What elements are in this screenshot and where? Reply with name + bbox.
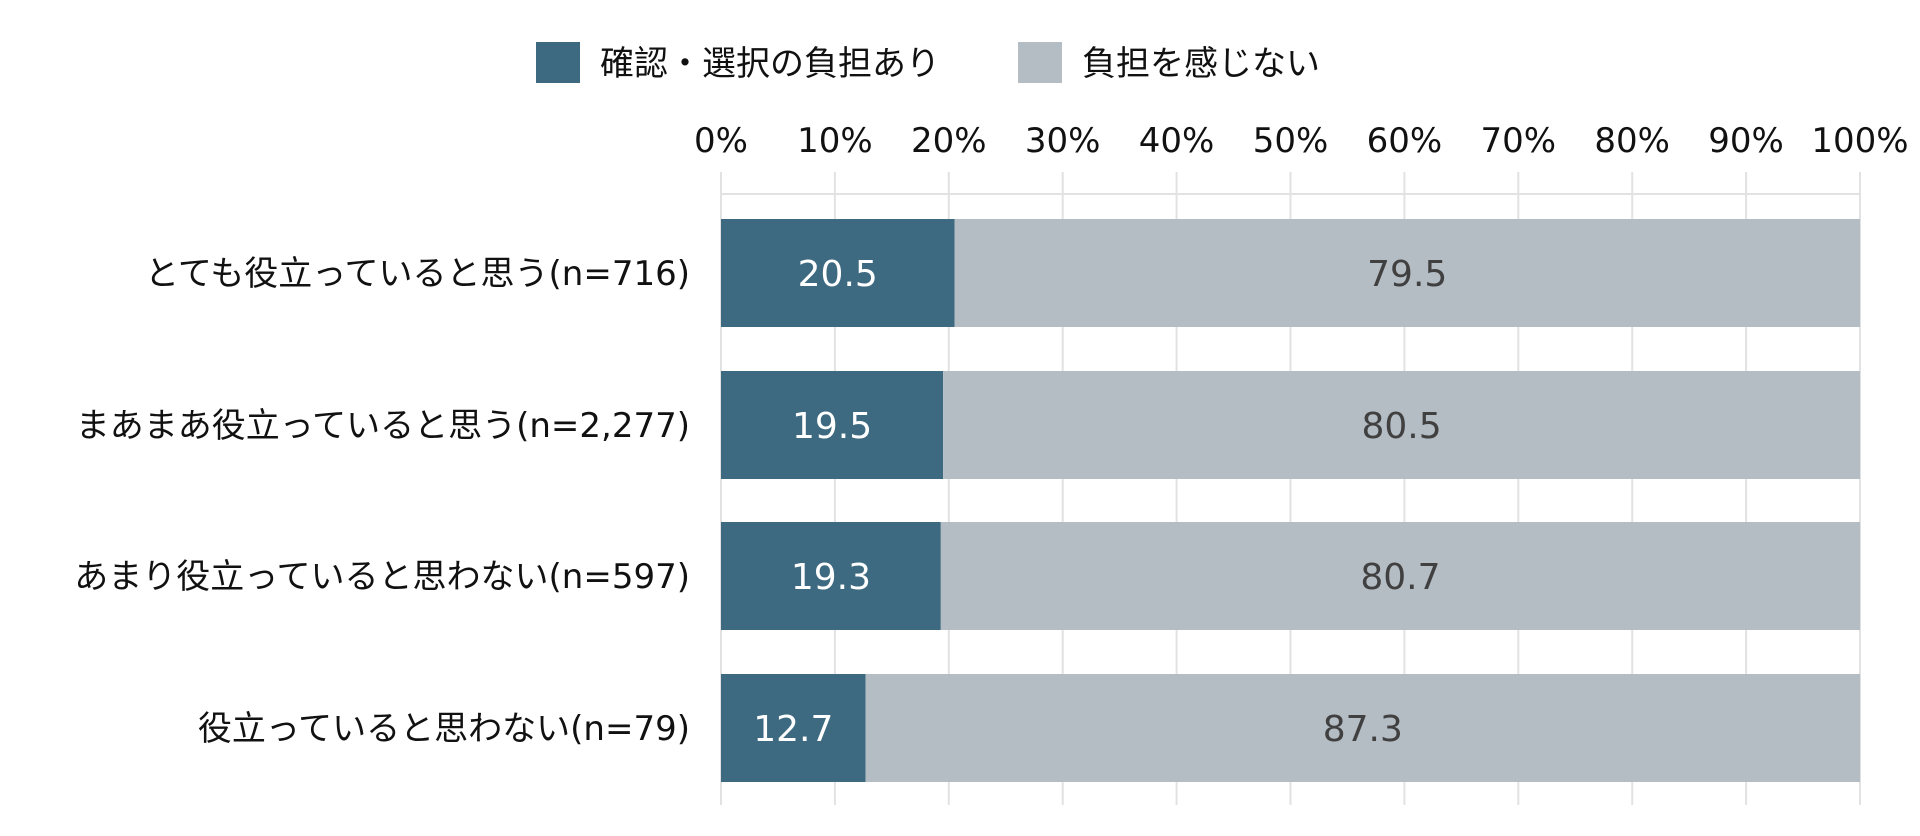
x-tick-label: 0% xyxy=(694,121,748,161)
data-label: 20.5 xyxy=(798,254,878,295)
bar-segment xyxy=(721,674,866,782)
data-label: 19.5 xyxy=(792,406,872,447)
category-label: とても役立っていると思う(n=716) xyxy=(145,254,690,294)
x-tick-label: 60% xyxy=(1367,121,1443,161)
category-label: 役立っていると思わない(n=79) xyxy=(198,709,690,749)
x-tick-label: 20% xyxy=(911,121,987,161)
data-label: 19.3 xyxy=(791,557,871,598)
x-tick-label: 70% xyxy=(1481,121,1557,161)
legend-swatch xyxy=(1018,42,1062,83)
x-tick-label: 40% xyxy=(1139,121,1215,161)
x-tick-label: 50% xyxy=(1253,121,1329,161)
bar-segment xyxy=(954,219,1860,327)
x-tick-label: 100% xyxy=(1811,121,1908,161)
x-tick-label: 90% xyxy=(1708,121,1784,161)
x-tick-label: 10% xyxy=(797,121,873,161)
data-label: 12.7 xyxy=(753,709,833,750)
x-tick-label: 30% xyxy=(1025,121,1101,161)
bar-segment xyxy=(865,674,1860,782)
data-label: 87.3 xyxy=(1323,709,1403,750)
category-label: まあまあ役立っていると思う(n=2,277) xyxy=(76,406,690,446)
bar-segment xyxy=(721,371,944,479)
data-label: 79.5 xyxy=(1367,254,1447,295)
bar-segment xyxy=(721,219,955,327)
legend-label: 負担を感じない xyxy=(1082,44,1320,84)
bar-segment xyxy=(940,522,1860,630)
data-label: 80.5 xyxy=(1361,406,1441,447)
bar-segment xyxy=(721,522,941,630)
x-tick-label: 80% xyxy=(1594,121,1670,161)
bar-segment xyxy=(943,371,1860,479)
category-label: あまり役立っていると思わない(n=597) xyxy=(74,557,690,597)
legend-swatch xyxy=(536,42,580,83)
legend-label: 確認・選択の負担あり xyxy=(600,44,940,84)
data-label: 80.7 xyxy=(1360,557,1440,598)
